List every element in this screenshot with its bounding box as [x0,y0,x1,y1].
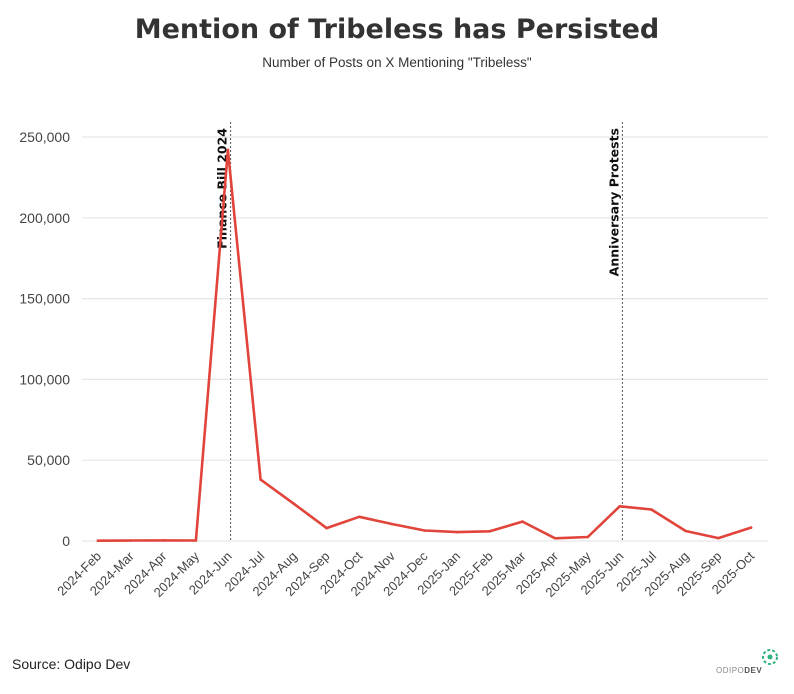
annotation-label: Anniversary Protests [606,128,621,276]
chart-title: Mention of Tribeless has Persisted [134,14,660,45]
data-point [684,529,687,533]
series [96,148,753,543]
logo-prefix: ODIPO [716,666,745,675]
data-point [129,539,132,542]
annotations: Finance Bill 2024 Anniversary Protests [215,122,623,541]
data-point [717,536,720,540]
data-point [553,536,557,540]
logo-text: ODIPODEV [716,666,762,675]
data-point [488,530,492,533]
data-point [292,502,296,506]
y-tick-label: 50,000 [27,452,70,468]
source-note: Source: Odipo Dev [12,656,131,672]
data-point [423,529,426,532]
grid-lines [82,136,768,542]
series-line [96,148,753,543]
data-point [618,504,622,508]
data-point [259,478,262,481]
data-point [194,539,198,542]
data-point [96,539,100,542]
annotation-label: Finance Bill 2024 [215,128,230,249]
y-tick-label: 150,000 [19,291,70,307]
data-point [226,148,230,152]
y-tick-label: 200,000 [19,210,70,226]
data-point [357,515,361,519]
data-point [325,526,328,530]
line-chart: 0 50,000 100,000 150,000 200,000 250,000 2024… [19,122,768,600]
data-point [162,539,165,542]
chart-subtitle: Number of Posts on X Mentioning "Tribele… [262,55,532,70]
data-point [521,520,524,523]
x-axis: 2024-Feb2024-Mar2024-Apr2024-May2024-Jun… [54,548,757,600]
logo-suffix: DEV [744,666,763,675]
data-point [455,530,459,534]
logo-icon [762,649,778,665]
y-axis: 0 50,000 100,000 150,000 200,000 250,000 [19,129,70,549]
data-point [586,535,590,539]
data-point [650,508,653,511]
y-tick-label: 0 [62,533,70,549]
y-tick-label: 250,000 [19,129,70,145]
data-point [390,522,394,526]
data-point [749,526,753,529]
y-tick-label: 100,000 [19,371,70,387]
odipo-dev-logo: ODIPODEV [716,648,786,678]
